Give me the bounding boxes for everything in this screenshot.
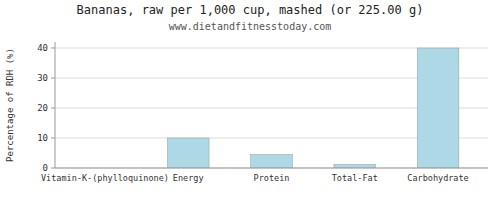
bar <box>334 164 376 168</box>
x-tick-label: Carbohydrate <box>407 173 468 183</box>
x-tick-label: Energy <box>173 173 204 183</box>
y-axis-line <box>55 42 56 168</box>
x-tick-label: Protein <box>254 173 290 183</box>
x-axis: Vitamin-K-(phylloquinone) Energy Protein To… <box>41 173 469 183</box>
y-tick-label: 20 <box>37 103 48 113</box>
bar <box>167 138 209 168</box>
grid-line <box>55 168 488 169</box>
x-axis-line <box>55 168 488 169</box>
bar <box>417 48 459 168</box>
bar <box>251 155 293 169</box>
subtitle: www.dietandfitnesstoday.com <box>169 21 332 32</box>
bars <box>167 48 458 168</box>
y-axis: 0 10 20 30 40 <box>37 43 55 173</box>
chart-svg: Bananas, raw per 1,000 cup, mashed (or 2… <box>0 0 500 200</box>
y-axis-label: Percentage of RDH (%) <box>5 48 15 162</box>
y-tick <box>51 48 55 49</box>
y-tick-label: 40 <box>37 43 48 53</box>
y-tick <box>51 108 55 109</box>
y-tick-label: 10 <box>37 133 48 143</box>
y-tick <box>51 78 55 79</box>
y-tick <box>51 138 55 139</box>
chart-container: Bananas, raw per 1,000 cup, mashed (or 2… <box>0 0 500 200</box>
x-tick-label: Total-Fat <box>332 173 378 183</box>
y-tick <box>51 168 55 169</box>
title: Bananas, raw per 1,000 cup, mashed (or 2… <box>77 3 424 17</box>
y-tick-label: 0 <box>43 163 48 173</box>
grid <box>55 48 488 168</box>
y-tick-label: 30 <box>37 73 48 83</box>
x-tick-label: Vitamin-K-(phylloquinone) <box>41 173 169 183</box>
